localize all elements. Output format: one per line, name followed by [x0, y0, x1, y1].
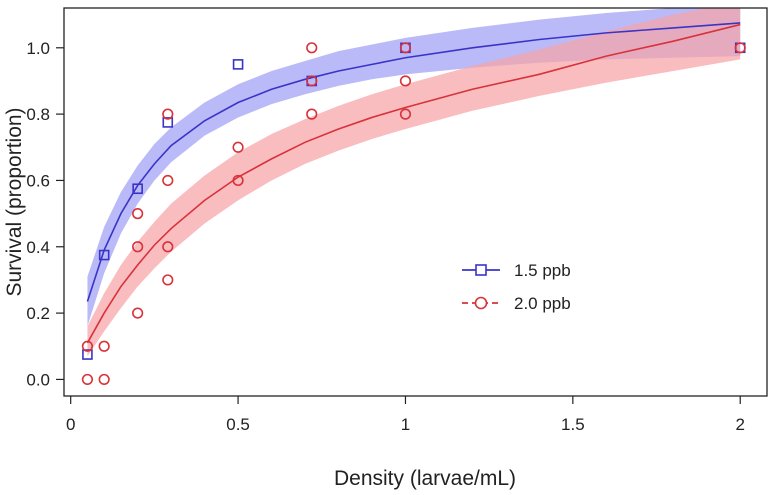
point-2.0-ppb: [81, 373, 94, 386]
legend-circle-marker: [474, 296, 488, 310]
legend-entry-2.0-ppb: 2.0 ppb: [462, 294, 571, 313]
point-1.5-ppb: [98, 249, 110, 261]
plot-frame: [63, 7, 768, 397]
x-tick-label: 1: [401, 415, 410, 434]
point-1.5-ppb: [232, 59, 244, 70]
legend-entry-1.5-ppb: 1.5 ppb: [462, 261, 571, 280]
legend: 1.5 ppb 2.0 ppb: [462, 261, 571, 313]
point-2.0-ppb: [81, 340, 94, 352]
point-2.0-ppb: [162, 274, 174, 286]
point-1.5-ppb: [82, 349, 93, 360]
point-2.0-ppb: [132, 208, 144, 220]
x-tick-label: 0.5: [226, 415, 250, 434]
legend-label-1.5-ppb: 1.5 ppb: [514, 261, 571, 280]
point-2.0-ppb: [306, 75, 318, 87]
point-2.0-ppb: [162, 108, 174, 120]
x-axis-label: Density (larvae/mL): [334, 467, 516, 490]
legend-label-2.0-ppb: 2.0 ppb: [514, 294, 571, 313]
point-2.0-ppb: [98, 340, 110, 352]
point-2.0-ppb: [306, 42, 318, 54]
point-1.5-ppb: [132, 183, 143, 195]
x-tick-label: 2: [735, 415, 744, 434]
point-2.0-ppb: [399, 75, 412, 87]
confidence-band-2.0-ppb: [87, 8, 741, 357]
point-2.0-ppb: [306, 108, 318, 120]
x-axis: 0 0.5 1 1.5 2: [66, 396, 745, 434]
point-2.0-ppb: [132, 307, 144, 319]
confidence-bands: [87, 8, 741, 357]
point-2.0-ppb: [162, 241, 174, 253]
fit-curve-1.5-ppb: [86, 22, 741, 302]
y-axis: 0.0 0.2 0.4 0.6 0.8 1.0: [26, 39, 64, 389]
point-2.0-ppb: [232, 141, 244, 153]
fit-curves: [86, 22, 741, 344]
point-2.0-ppb: [162, 174, 174, 187]
y-tick-label: 0.4: [26, 238, 50, 257]
point-2.0-ppb: [232, 174, 244, 187]
y-tick-label: 1.0: [26, 39, 50, 58]
x-tick-label: 1.5: [561, 415, 585, 434]
point-2.0-ppb: [399, 108, 412, 120]
y-axis-label: Survival (proportion): [3, 107, 26, 296]
point-2.0-ppb: [132, 241, 144, 253]
y-tick-label: 0.0: [26, 370, 50, 389]
x-tick-label: 0: [66, 415, 75, 434]
fit-curve-2.0-ppb: [86, 23, 741, 344]
point-1.5-ppb: [162, 117, 174, 128]
data-points: [81, 42, 746, 386]
y-tick-label: 0.8: [26, 105, 50, 124]
point-2.0-ppb: [98, 373, 110, 386]
y-tick-label: 0.2: [26, 304, 50, 323]
y-tick-label: 0.6: [26, 171, 50, 190]
legend-square-marker: [475, 264, 487, 276]
point-2.0-ppb: [734, 42, 746, 54]
point-2.0-ppb: [399, 42, 412, 54]
confidence-band-1.5-ppb: [87, 8, 741, 327]
